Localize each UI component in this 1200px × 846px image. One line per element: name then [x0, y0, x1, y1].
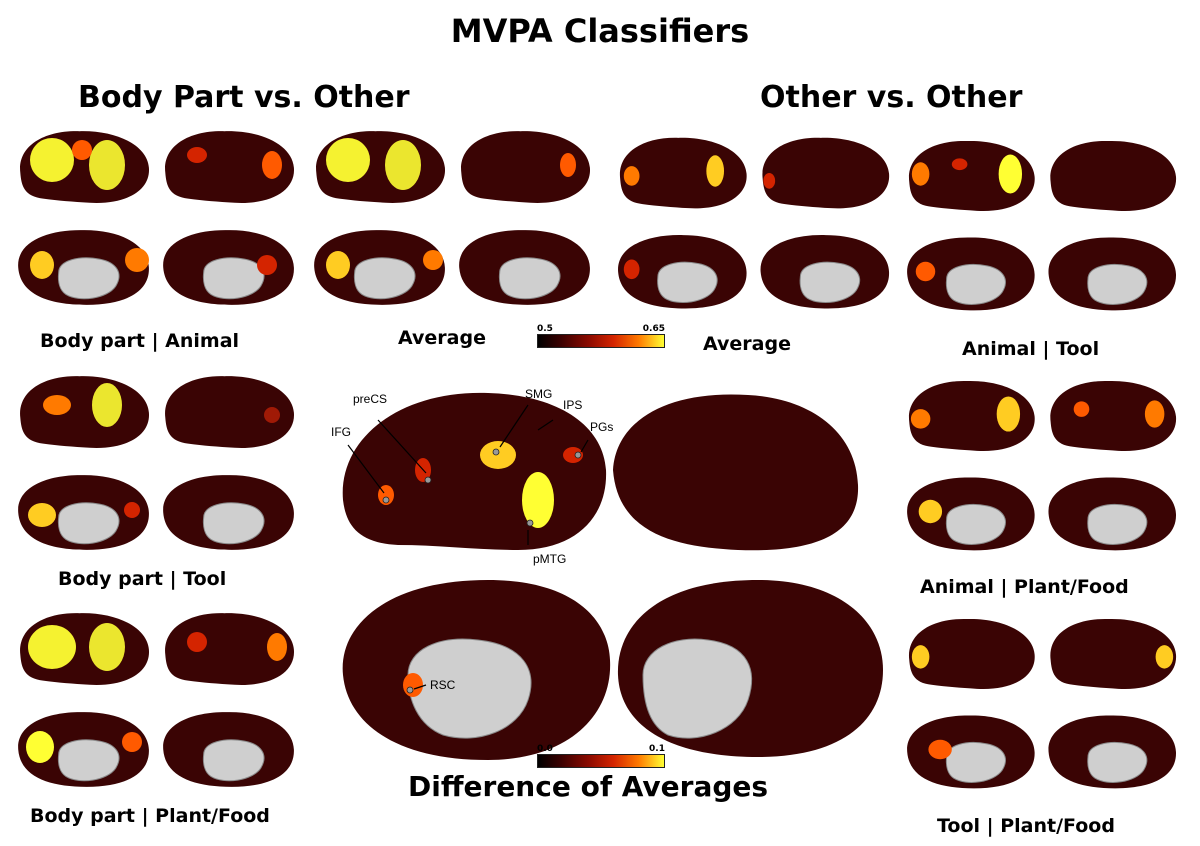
colorbar-average-gradient — [537, 334, 665, 348]
activation-hotspots — [26, 623, 287, 763]
section-title-other: Other vs. Other — [760, 80, 1023, 115]
activation-hotspots — [911, 154, 1023, 282]
label-difference-of-averages: Difference of Averages — [408, 770, 769, 803]
brain-set-bodypart-plant — [12, 607, 302, 807]
activation-hotspots — [910, 396, 1165, 524]
roi-label-pmtg: pMTG — [533, 552, 567, 566]
colorbar-average: 0.5 0.65 — [537, 324, 665, 348]
label-bodypart-tool: Body part | Tool — [58, 568, 227, 590]
roi-label-smg: SMG — [525, 387, 553, 401]
activation-hotspots — [623, 155, 776, 280]
label-animal-tool: Animal | Tool — [962, 338, 1100, 360]
right-medial-wall — [642, 638, 753, 739]
roi-label-pgs: PGs — [590, 420, 614, 434]
brain-set-animal-tool — [900, 135, 1185, 330]
roi-pointers — [347, 404, 589, 690]
right-lateral-hemisphere — [613, 394, 859, 551]
roi-label-rsc: RSC — [430, 678, 456, 692]
brain-set-difference — [338, 385, 898, 765]
roi-label-ifg: IFG — [331, 425, 351, 439]
left-lateral-hemisphere — [342, 392, 607, 550]
activation-hotspots — [30, 138, 282, 279]
label-average-left: Average — [398, 327, 486, 349]
label-tool-plant: Tool | Plant/Food — [937, 815, 1115, 837]
colorbar-difference-min: 0.0 — [537, 744, 553, 754]
left-medial-wall — [407, 638, 532, 739]
figure-title: MVPA Classifiers — [450, 12, 750, 50]
label-bodypart-plant: Body part | Plant/Food — [30, 805, 270, 827]
colorbar-average-min: 0.5 — [537, 324, 553, 334]
activation-hotspots — [911, 645, 1174, 760]
label-bodypart-animal: Body part | Animal — [40, 330, 240, 352]
roi-label-precs: preCS — [353, 392, 388, 406]
colorbar-difference: 0.0 0.1 — [537, 744, 665, 768]
brain-set-animal-plant — [900, 375, 1185, 570]
brain-set-average-other — [612, 130, 897, 330]
colorbar-difference-max: 0.1 — [649, 744, 665, 754]
difference-hotspots — [378, 441, 583, 697]
activation-hotspots — [326, 138, 576, 279]
colorbar-difference-gradient — [537, 754, 665, 768]
brain-set-bodypart-tool — [12, 370, 302, 570]
activation-hotspots — [28, 383, 280, 527]
roi-markers — [382, 448, 582, 694]
brain-set-average-bodypart — [308, 125, 598, 325]
label-animal-plant: Animal | Plant/Food — [920, 576, 1129, 598]
section-title-body-part: Body Part vs. Other — [78, 80, 410, 115]
label-average-right: Average — [703, 333, 791, 355]
roi-label-ips: IPS — [563, 398, 583, 412]
brain-set-tool-plant — [900, 613, 1185, 808]
brain-set-bodypart-animal — [12, 125, 302, 325]
colorbar-average-max: 0.65 — [642, 324, 665, 334]
